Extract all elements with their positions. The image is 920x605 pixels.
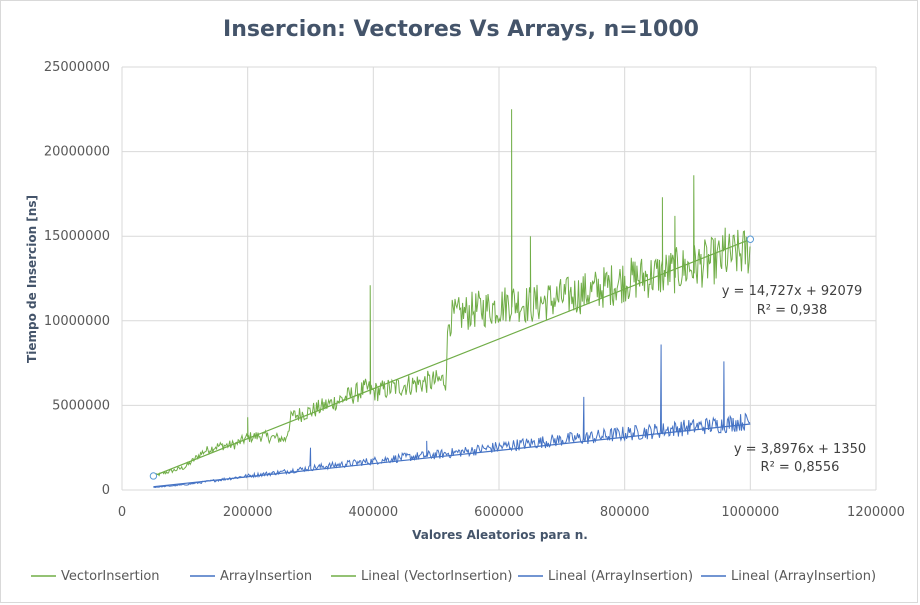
x-tick-label: 1000000 (721, 505, 779, 520)
y-tick-label: 10000000 (44, 314, 110, 329)
array-trend-equation: y = 3,8976x + 1350 (734, 442, 866, 457)
x-tick-label: 200000 (223, 505, 273, 520)
x-axis-title: Valores Aleatorios para n. (412, 528, 588, 542)
trendlines (149, 235, 755, 488)
vector-trend-equation: y = 14,727x + 92079 (722, 284, 863, 299)
legend: VectorInsertion ArrayInsertion Lineal (Vec… (31, 569, 876, 584)
y-tick-label: 20000000 (44, 145, 110, 160)
legend-label: Lineal (VectorInsertion) (361, 569, 512, 584)
array-trendline (153, 423, 751, 488)
legend-label: Lineal (ArrayInsertion) (731, 569, 876, 584)
chart-title: Insercion: Vectores Vs Arrays, n=1000 (223, 17, 699, 42)
y-tick-label: 25000000 (44, 60, 110, 75)
y-tick-label: 5000000 (52, 398, 110, 413)
x-tick-label: 1200000 (847, 505, 905, 520)
y-tick-label: 15000000 (44, 229, 110, 244)
trendline-handle[interactable] (746, 235, 755, 243)
y-axis-title: Tiempo de Insercion [ns] (25, 195, 39, 363)
trendline-equation-array: y = 3,8976x + 1350 R² = 0,8556 (734, 442, 866, 475)
legend-label: Lineal (ArrayInsertion) (548, 569, 693, 584)
legend-label: VectorInsertion (61, 569, 160, 584)
axis-ticks: 0500000010000000150000002000000025000000… (44, 60, 905, 520)
trendline-equation-vector: y = 14,727x + 92079 R² = 0,938 (722, 284, 863, 318)
trendline-handle[interactable] (149, 472, 158, 480)
array-insertion-series (153, 344, 751, 489)
y-tick-label: 0 (102, 483, 110, 498)
x-tick-label: 400000 (349, 505, 399, 520)
x-tick-label: 800000 (600, 505, 650, 520)
vector-trendline (153, 238, 751, 477)
legend-label: ArrayInsertion (220, 569, 312, 584)
vector-trend-r2: R² = 0,938 (757, 303, 828, 318)
grid-lines (121, 66, 877, 491)
x-tick-label: 0 (118, 505, 126, 520)
x-tick-label: 600000 (474, 505, 524, 520)
data-series (153, 109, 751, 489)
array-trend-r2: R² = 0,8556 (761, 460, 840, 475)
